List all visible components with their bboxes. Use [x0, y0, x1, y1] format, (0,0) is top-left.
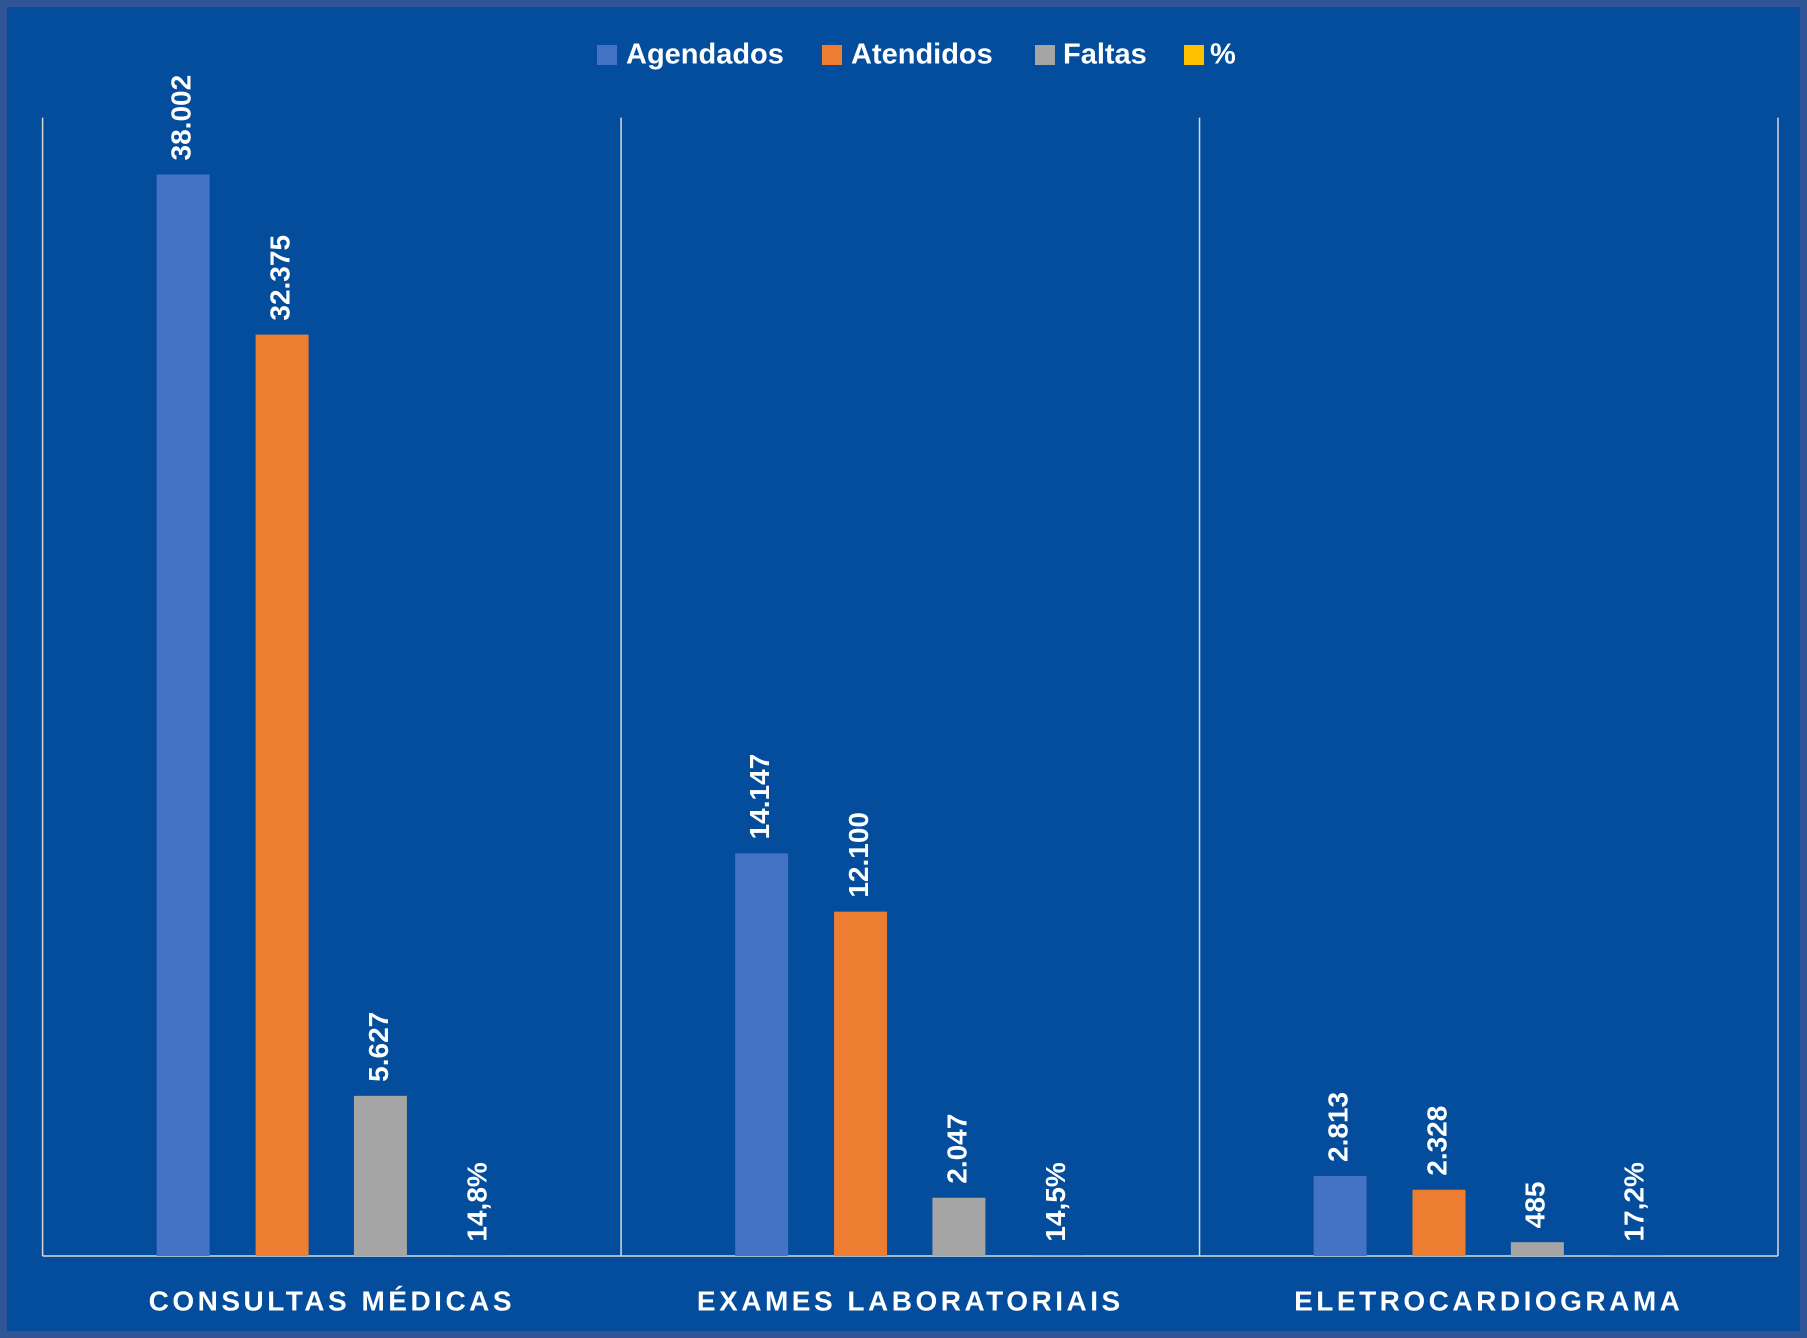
x-tick-label: ELETROCARDIOGRAMA: [1294, 1285, 1683, 1316]
data-label: 12.100: [843, 812, 874, 898]
legend-label: %: [1210, 39, 1236, 71]
x-tick-label: EXAMES LABORATORIAIS: [697, 1285, 1124, 1316]
x-tick-label: CONSULTAS MÉDICAS: [149, 1285, 515, 1316]
bar: [156, 174, 210, 1256]
data-label: 32.375: [264, 235, 295, 321]
data-label: 2.047: [941, 1114, 972, 1184]
data-label: 17,2%: [1619, 1162, 1650, 1241]
legend-swatch: [1035, 45, 1055, 65]
data-label: 2.328: [1421, 1106, 1452, 1176]
bar: [353, 1095, 407, 1256]
data-label: 14.147: [744, 754, 775, 840]
legend-label: Faltas: [1063, 39, 1147, 71]
legend-swatch: [822, 45, 842, 65]
data-label: 38.002: [166, 75, 197, 161]
bar: [932, 1197, 986, 1256]
bar: [255, 334, 309, 1256]
bar: [1412, 1189, 1466, 1256]
data-label: 2.813: [1322, 1092, 1353, 1162]
legend-swatch: [1184, 45, 1204, 65]
legend-label: Atendidos: [851, 39, 993, 71]
bar: [1313, 1175, 1367, 1256]
data-label: 485: [1520, 1181, 1551, 1228]
bar: [834, 911, 888, 1256]
legend-label: Agendados: [626, 39, 784, 71]
legend-swatch: [597, 45, 617, 65]
data-label: 5.627: [363, 1012, 394, 1082]
data-label: 14,8%: [462, 1162, 493, 1241]
data-label: 14,5%: [1040, 1162, 1071, 1241]
bar: [1510, 1242, 1564, 1256]
bar: [735, 853, 789, 1256]
